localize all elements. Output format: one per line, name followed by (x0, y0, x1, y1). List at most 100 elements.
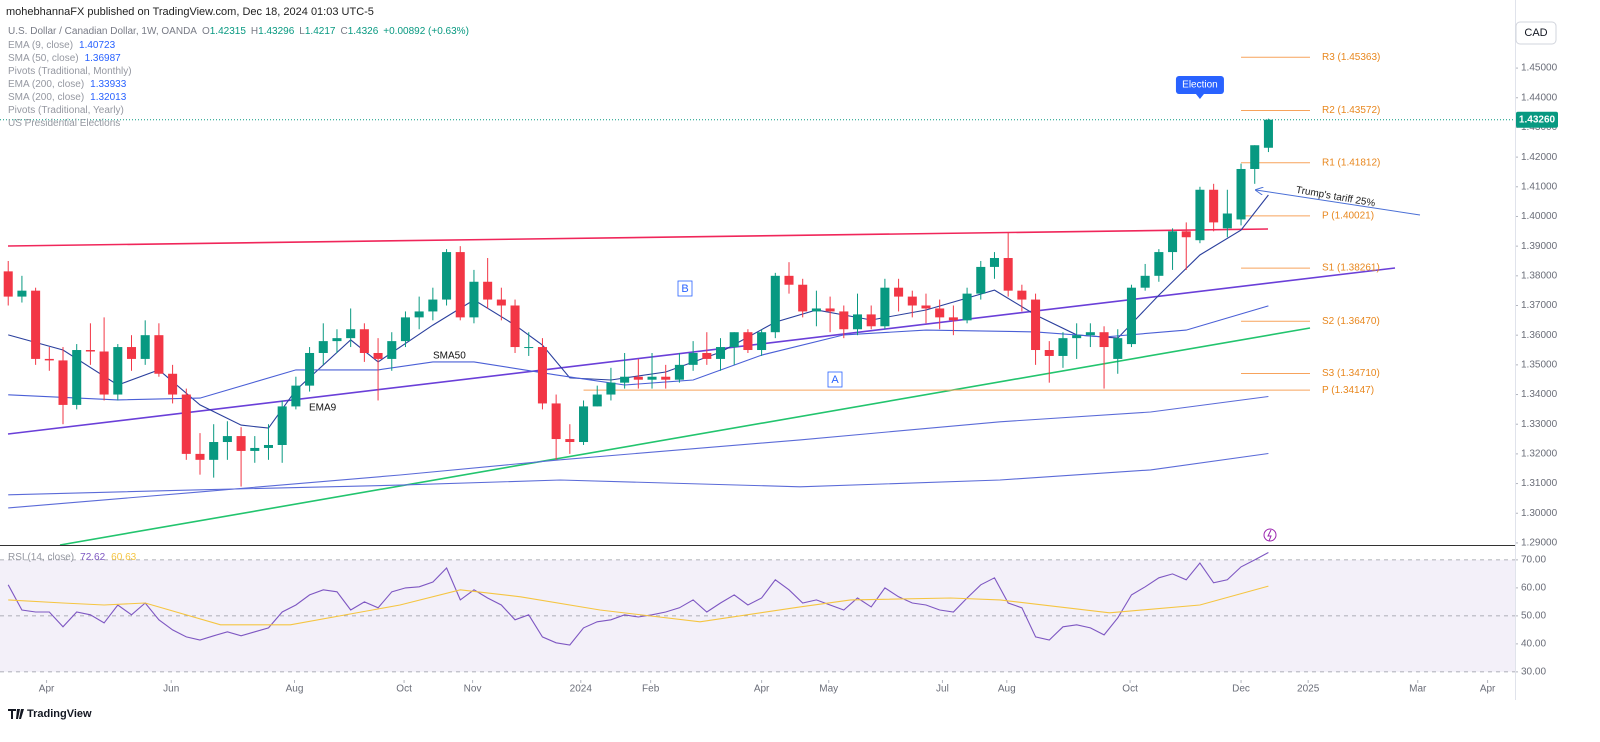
candle-body (359, 329, 369, 353)
pivot-label: R2 (1.43572) (1322, 105, 1380, 116)
pivot-label: S1 (1.38261) (1322, 263, 1380, 274)
candle-body (469, 281, 479, 318)
candle-body (1126, 287, 1136, 345)
x-tick-label: Dec (1232, 684, 1250, 695)
pivot-label: R3 (1.45363) (1322, 52, 1380, 63)
candle-body (1085, 332, 1095, 336)
indicator-line (8, 395, 1269, 509)
candle-body (140, 335, 150, 359)
candle-body (935, 308, 945, 318)
candle-body (647, 376, 657, 380)
legend-text: SMA (200, close) (8, 92, 84, 103)
candle-body (277, 406, 287, 445)
candle-body (537, 347, 547, 404)
candle-body (44, 358, 54, 361)
candle-body (1044, 350, 1054, 356)
legend-line: RSI (14, close) 72.62 60.63 (8, 552, 137, 563)
candle-body (551, 403, 561, 440)
x-tick-label: Apr (39, 684, 55, 695)
event-icon (1267, 529, 1272, 542)
candle-body (1017, 290, 1027, 300)
legend-text: 1.40723 (79, 40, 116, 51)
price-tag-label: 1.43260 (1519, 114, 1556, 125)
candle-body (1113, 338, 1123, 359)
pivot-label: P (1.40021) (1322, 210, 1374, 221)
candle-body (483, 281, 493, 300)
candle-body (222, 436, 232, 443)
y-tick-label: 1.42000 (1521, 152, 1558, 163)
x-tick-label: 2024 (570, 684, 593, 695)
candle-body (729, 332, 739, 348)
legend-line: SMA (50, close) 1.36987 (8, 53, 121, 64)
indicator-line (8, 194, 1269, 429)
candle-body (455, 252, 465, 318)
candle-body (400, 317, 410, 342)
y-tick-label: 1.31000 (1521, 478, 1558, 489)
candle-body (428, 299, 438, 312)
candle-body (168, 373, 178, 395)
rsi-band (0, 559, 1515, 672)
y-tick-label: 1.39000 (1521, 241, 1558, 252)
candle-body (866, 314, 876, 327)
candle-body (236, 436, 246, 451)
x-tick-label: Aug (286, 684, 304, 695)
candle-body (1168, 231, 1178, 253)
candle-body (263, 444, 274, 448)
y-tick-label: 40.00 (1521, 639, 1546, 650)
candle-body (962, 293, 972, 321)
candle-body (989, 258, 999, 267)
currency-label: CAD (1524, 27, 1547, 39)
trendline-green (59, 327, 1311, 545)
x-tick-label: Jun (163, 684, 179, 695)
label-box (827, 371, 843, 388)
pivot-label: S2 (1.36470) (1322, 316, 1380, 327)
x-tick-label: Apr (1480, 684, 1496, 695)
candle-body (1263, 119, 1273, 148)
annotation: B (681, 283, 688, 295)
candle-body (976, 266, 986, 294)
legend-text: RSI (14, close) (8, 552, 74, 563)
x-tick-label: Oct (396, 684, 412, 695)
legend-text: Pivots (Traditional, Monthly) (8, 66, 132, 77)
pivot-label: S3 (1.34710) (1322, 368, 1380, 379)
candle-body (757, 332, 767, 351)
candle-body (99, 351, 109, 395)
candle-body (688, 352, 698, 365)
candle-body (346, 329, 356, 339)
candle-body (209, 442, 219, 460)
candle-body (798, 284, 808, 312)
candle-body (510, 305, 520, 348)
annotation: Trump's tariff 25% (1295, 185, 1376, 210)
indicator-line (8, 585, 1269, 626)
candle-body (1222, 213, 1232, 229)
x-tick-label: Mar (1409, 684, 1427, 695)
label-box (677, 280, 693, 297)
legend-text: 1.43296 (258, 26, 295, 37)
candle-body (1181, 231, 1191, 238)
legend-text: C (340, 26, 347, 37)
annotation: A (831, 374, 839, 386)
candle-body (811, 308, 821, 312)
candle-body (373, 352, 383, 359)
arrow (1256, 190, 1421, 216)
pivot-label: R1 (1.41812) (1322, 157, 1380, 168)
y-tick-label: 1.37000 (1521, 300, 1558, 311)
legend-text: US Presidential Elections (8, 118, 120, 129)
y-tick-label: 1.30000 (1521, 508, 1558, 519)
header: mohebhannaFX published on TradingView.co… (6, 6, 374, 18)
x-tick-label: Nov (464, 684, 482, 695)
currency-button[interactable] (1515, 21, 1557, 45)
x-tick-label: Aug (998, 684, 1016, 695)
plot-area: 1.29000 1.30000 1.31000 1.32000 1.33000 1.340… (0, 26, 1558, 695)
candle-body (674, 364, 684, 380)
annotation: SMA50 (433, 351, 466, 362)
x-tick-label: Apr (754, 684, 770, 695)
candle-body (1058, 338, 1068, 356)
trendline-purple (7, 267, 1396, 435)
candle-body (318, 341, 328, 353)
candle-body (1140, 275, 1150, 288)
candle-body (1209, 189, 1219, 223)
x-tick-label: May (819, 684, 838, 695)
legend-line: EMA (9, close) 1.40723 (8, 40, 116, 51)
